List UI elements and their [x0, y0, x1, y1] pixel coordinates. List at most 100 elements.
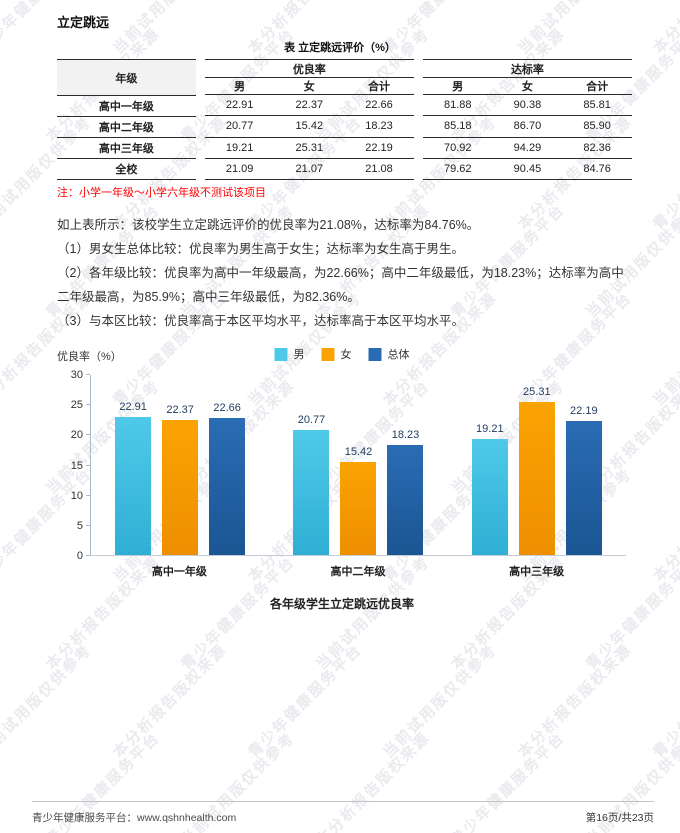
column-header-male: 男 [422, 77, 493, 95]
table-row: 70.92 94.29 82.36 [422, 137, 632, 159]
x-axis-labels: 高中一年级 高中二年级 高中三年级 [90, 556, 626, 579]
bar-高中二年级-总体: 18.23 [387, 429, 424, 555]
legend-item: 总体 [368, 346, 410, 362]
y-axis-tick-mark [86, 555, 90, 556]
qualified-cell: 85.18 [422, 115, 493, 138]
column-header-female: 女 [274, 77, 345, 95]
chart-header: 优良率（%） 男 女 总体 [57, 345, 627, 367]
excellent-cell: 21.07 [274, 158, 345, 181]
y-axis-tick-label: 25 [70, 399, 83, 412]
watermark-text: 青少年健康服务平台 [650, 641, 680, 762]
column-header-excellent: 优良率 [204, 59, 414, 78]
excellent-cell: 22.66 [344, 94, 414, 117]
grade-row-label: 高中二年级 [57, 116, 196, 138]
table-row: 21.09 21.07 21.08 [204, 158, 414, 181]
bar-value-label: 22.66 [213, 402, 241, 415]
bar-高中三年级-男: 19.21 [471, 423, 508, 555]
y-axis-tick-label: 10 [70, 489, 83, 502]
qualified-cell: 70.92 [422, 137, 493, 159]
excellent-cell: 22.19 [344, 137, 414, 159]
excellent-cell: 21.08 [344, 158, 414, 181]
table-row: 85.18 86.70 85.90 [422, 115, 632, 138]
y-axis-tick-mark [86, 524, 90, 526]
chart-title: 各年级学生立定跳远优良率 [269, 597, 414, 611]
bar-value-label: 25.31 [523, 386, 551, 399]
footer-page-number: 第16页/共23页 [585, 812, 654, 824]
grade-row-label: 全校 [57, 158, 196, 180]
evaluation-table: 年级 高中一年级 高中二年级 高中三年级 全校 优良率 男 女 合计 22.91 22.… [57, 59, 632, 181]
legend-label: 女 [340, 349, 352, 361]
bar-value-label: 20.77 [297, 413, 326, 426]
page-content: 立定跳远 表 立定跳远评价（%） 年级 高中一年级 高中二年级 高中三年级 全校 优良… [57, 15, 632, 612]
bar-高中二年级-女: 15.42 [340, 446, 377, 555]
y-axis-tick-label: 5 [76, 519, 83, 532]
paragraph-summary: 如上表所示：该校学生立定跳远评价的优良率为21.08%，达标率为84.76%。 [57, 218, 480, 232]
qualified-table-body: 81.88 90.38 85.81 85.18 86.70 85.90 70.92 94.29… [422, 94, 632, 181]
excellent-cell: 15.42 [274, 115, 345, 138]
excellent-cell: 22.37 [274, 94, 345, 117]
bar-高中三年级-总体: 22.19 [565, 405, 602, 555]
legend-item: 男 [274, 346, 305, 362]
column-header-male: 男 [204, 77, 275, 95]
grade-row-label: 高中三年级 [57, 137, 196, 159]
table-row: 全校 [57, 158, 196, 180]
grade-row-label: 高中一年级 [57, 95, 196, 117]
watermark-text: 本分析报告版权来源 [515, 641, 636, 762]
bar-value-label: 18.23 [391, 429, 420, 442]
qualified-cell: 90.38 [492, 94, 563, 117]
table-note: 注：小学一年级～小学六年级不测试该项目 [57, 187, 266, 199]
page-title: 立定跳远 [57, 15, 110, 30]
bar-value-label: 22.19 [570, 405, 598, 418]
qualified-cell: 94.29 [492, 137, 563, 159]
excellent-cell: 21.09 [204, 158, 275, 181]
y-axis-tick-label: 30 [70, 369, 83, 381]
bar-value-label: 22.91 [119, 400, 147, 413]
table-row: 20.77 15.42 18.23 [204, 115, 414, 138]
bar-chart: 优良率（%） 男 女 总体 22.91 22.37 22.66 20.77 15.42 18.… [57, 345, 627, 612]
qualified-cell: 79.62 [422, 158, 493, 181]
excellent-cell: 25.31 [274, 137, 345, 159]
plot-area: 22.91 22.37 22.66 20.77 15.42 18.23 19.21 25.31… [90, 375, 626, 556]
column-header-total: 合计 [344, 77, 414, 95]
qualified-rate-table: 达标率 男 女 合计 81.88 90.38 85.81 85.18 86.70 85.9… [422, 59, 632, 181]
excellent-cell: 22.91 [204, 94, 275, 117]
excellent-cell: 20.77 [204, 115, 275, 138]
y-axis-label: 优良率（%） [57, 351, 122, 363]
legend-label: 男 [293, 349, 305, 361]
bar-高中一年级-女: 22.37 [162, 404, 199, 555]
bar-高中一年级-男: 22.91 [115, 401, 152, 555]
y-axis-tick-mark [86, 374, 90, 375]
analysis-text: 如上表所示：该校学生立定跳远评价的优良率为21.08%，达标率为84.76%。 … [57, 213, 625, 333]
y-axis-tick-mark [86, 434, 90, 436]
watermark-text: 当前试用版仅供参考 [0, 641, 96, 762]
table-row: 高中三年级 [57, 137, 196, 159]
watermark-text: 青少年健康服务平台 [245, 641, 366, 762]
legend-label: 总体 [387, 349, 410, 361]
y-axis-tick-label: 0 [76, 550, 83, 562]
table-row: 22.91 22.37 22.66 [204, 94, 414, 117]
excellent-rate-table: 优良率 男 女 合计 22.91 22.37 22.66 20.77 15.42 18.2… [204, 59, 414, 181]
bar-value-label: 15.42 [344, 445, 373, 458]
page-footer: 青少年健康服务平台：www.qshnhealth.com 第16页/共23页 [32, 801, 654, 825]
excellent-cell: 19.21 [204, 137, 275, 159]
x-axis-category-label: 高中一年级 [151, 566, 207, 578]
bar-高中三年级-女: 25.31 [518, 386, 555, 555]
watermark-text: 当前试用版仅供参考 [380, 641, 501, 762]
column-header-female: 女 [492, 77, 563, 95]
qualified-cell: 84.76 [562, 158, 632, 181]
grade-column-table: 年级 高中一年级 高中二年级 高中三年级 全校 [57, 59, 196, 180]
qualified-cell: 90.45 [492, 158, 563, 181]
x-axis-category-label: 高中三年级 [509, 566, 565, 578]
y-axis-tick-mark [86, 404, 90, 406]
qualified-cell: 82.36 [562, 137, 632, 159]
paragraph-grade-comparison: （2）各年级比较：优良率为高中一年级最高，为22.66%；高中二年级最低，为18… [57, 266, 624, 304]
table-row: 79.62 90.45 84.76 [422, 158, 632, 181]
column-header-qualified: 达标率 [422, 59, 632, 78]
bar-group: 19.21 25.31 22.19 [448, 375, 626, 555]
bar-高中二年级-男: 20.77 [293, 414, 330, 555]
bar-value-label: 19.21 [476, 423, 504, 436]
paragraph-gender-comparison: （1）男女生总体比较：优良率为男生高于女生；达标率为女生高于男生。 [57, 242, 464, 256]
qualified-cell: 85.90 [562, 115, 632, 138]
grade-table-body: 高中一年级 高中二年级 高中三年级 全校 [57, 95, 196, 180]
